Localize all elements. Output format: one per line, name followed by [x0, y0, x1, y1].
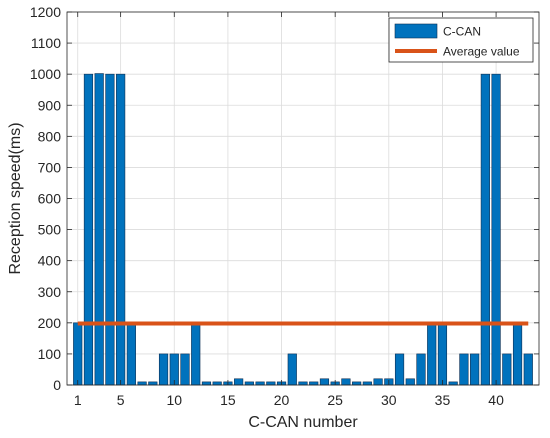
x-tick-label: 5	[117, 392, 125, 408]
bar-c-can-43	[523, 353, 533, 386]
bar-c-can-35	[437, 322, 448, 386]
bar-c-can-13	[201, 381, 212, 386]
y-axis-title: Reception speed(ms)	[7, 122, 24, 274]
bar-c-can-27	[352, 381, 362, 386]
bar-c-can-3	[94, 73, 104, 386]
bar-c-can-28	[362, 381, 372, 386]
bar-c-can-33	[416, 353, 426, 386]
y-tick-label: 0	[53, 377, 61, 393]
y-tick-label: 100	[38, 346, 62, 362]
y-tick-label: 200	[38, 315, 62, 331]
axis-ticks: 1 5 10 15 20 25 30 35 40010020030040050060070080…	[30, 4, 539, 408]
bar-c-can-32	[405, 378, 415, 386]
bar-c-can-11	[180, 353, 190, 386]
bar-c-can-37	[459, 353, 469, 386]
legend-swatch-c-can	[394, 23, 438, 39]
y-tick-label: 500	[38, 222, 62, 238]
bar-c-can-39	[480, 73, 490, 386]
y-tick-label: 300	[38, 284, 62, 300]
y-tick-label: 1000	[30, 66, 61, 82]
bar-c-can-38	[470, 353, 480, 386]
x-axis-title: C-CAN number	[248, 414, 358, 431]
bar-c-can-26	[341, 378, 351, 386]
y-tick-label: 1100	[31, 35, 61, 51]
x-tick-label: 1	[74, 392, 82, 408]
bar-c-can-36	[448, 381, 458, 386]
bars	[73, 73, 533, 386]
bar-c-can-23	[309, 381, 319, 386]
bar-c-can-12	[191, 322, 201, 386]
bar-c-can-19	[266, 381, 276, 386]
legend-label-c-can: C-CAN	[443, 25, 481, 39]
x-tick-label: 10	[166, 392, 182, 408]
bar-c-can-16	[234, 378, 244, 386]
bar-c-can-29	[373, 378, 383, 386]
bar-c-can-8	[148, 381, 158, 386]
x-tick-label: 30	[381, 392, 397, 408]
y-tick-label: 400	[38, 253, 62, 269]
x-tick-label: 35	[435, 392, 451, 408]
legend: C-CAN Average value	[388, 17, 534, 63]
x-tick-label: 20	[274, 392, 290, 408]
bar-c-can-9	[158, 353, 169, 386]
bar-c-can-40	[491, 73, 501, 386]
y-tick-label: 600	[38, 191, 62, 207]
x-tick-label: 15	[220, 392, 236, 408]
y-tick-label: 1200	[30, 4, 61, 20]
y-tick-label: 700	[38, 159, 62, 175]
bar-c-can-21	[287, 353, 297, 386]
bar-c-can-7	[137, 381, 147, 386]
y-tick-label: 800	[38, 128, 62, 144]
bar-c-can-14	[212, 381, 222, 386]
bar-c-can-22	[298, 381, 308, 386]
x-tick-label: 40	[488, 392, 504, 408]
bar-c-can-5	[116, 73, 126, 386]
bar-c-can-4	[105, 73, 115, 386]
bar-c-can-17	[244, 381, 254, 386]
bar-c-can-2	[83, 73, 94, 386]
legend-label-average: Average value	[443, 45, 520, 59]
bar-c-can-18	[255, 381, 265, 386]
bar-c-can-24	[319, 378, 330, 386]
bar-c-can-41	[502, 353, 512, 386]
y-tick-label: 900	[38, 97, 62, 113]
x-tick-label: 25	[327, 392, 343, 408]
bar-c-can-42	[512, 322, 523, 386]
bar-c-can-1	[73, 322, 83, 386]
bar-c-can-31	[394, 353, 405, 386]
bar-c-can-6	[126, 322, 136, 386]
bar-c-can-34	[427, 322, 437, 386]
